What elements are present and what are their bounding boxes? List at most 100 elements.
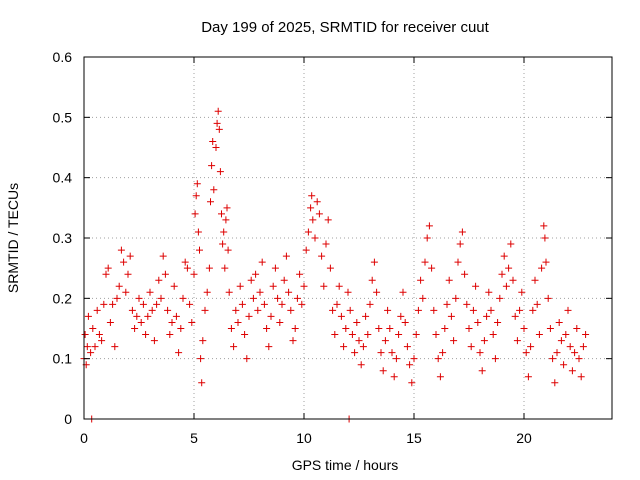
data-point [516, 306, 524, 314]
data-point [551, 379, 559, 387]
data-point [172, 312, 180, 320]
data-point [263, 325, 271, 332]
data-point [131, 325, 139, 332]
data-point [137, 318, 145, 326]
data-point [568, 367, 576, 375]
data-point [410, 355, 418, 363]
data-point [480, 337, 488, 345]
data-point [546, 325, 554, 332]
data-point [267, 312, 275, 320]
axis-ticks: 0 0.1 0.2 0.3 0.4 0.5 0.6 0 5 10 15 20 [53, 49, 612, 446]
data-point [353, 318, 361, 326]
data-point [540, 222, 548, 230]
data-point [308, 192, 316, 200]
data-point [538, 264, 546, 272]
data-point [381, 337, 389, 345]
data-point [196, 246, 203, 254]
data-point [282, 252, 290, 260]
data-point [320, 282, 328, 290]
data-point [472, 282, 480, 290]
data-point [441, 325, 449, 332]
data-point [351, 349, 359, 357]
data-point [544, 294, 552, 302]
data-point [285, 288, 293, 296]
data-point [155, 276, 163, 284]
y-tick-label: 0.6 [53, 49, 73, 65]
data-point [491, 355, 499, 363]
data-point [221, 264, 229, 272]
data-point [276, 318, 284, 326]
data-point [478, 367, 486, 375]
data-point [311, 234, 319, 242]
data-point [348, 331, 356, 339]
y-axis-label: SRMTID / TECUs [5, 183, 21, 293]
data-point [109, 300, 117, 308]
data-point [359, 343, 367, 351]
data-point [296, 270, 304, 278]
data-point [469, 306, 477, 314]
data-point [278, 300, 286, 308]
data-point [366, 300, 374, 308]
data-point [375, 325, 383, 332]
data-point [183, 264, 191, 272]
data-point [487, 306, 495, 314]
x-tick-label: 5 [190, 430, 198, 446]
data-point [447, 312, 455, 320]
data-point [573, 325, 581, 332]
data-point [483, 312, 491, 320]
data-point [188, 318, 196, 326]
data-point [397, 312, 405, 320]
data-point [456, 240, 464, 248]
data-point [502, 282, 510, 290]
data-point [463, 300, 471, 308]
data-point [384, 306, 392, 314]
data-point [357, 361, 365, 369]
data-point [227, 325, 235, 332]
data-point [148, 306, 156, 314]
data-point [386, 325, 394, 332]
data-point [377, 349, 385, 357]
y-tick-label: 0 [64, 411, 72, 427]
data-point [115, 282, 123, 290]
data-point [84, 312, 92, 320]
data-point [216, 168, 224, 176]
data-point [144, 312, 152, 320]
data-point [474, 318, 482, 326]
data-point [215, 125, 223, 133]
data-point [454, 258, 462, 266]
data-point [122, 288, 130, 296]
data-point [179, 294, 187, 302]
data-point [390, 373, 398, 381]
data-point [210, 186, 218, 194]
x-axis-label: GPS time / hours [292, 457, 399, 473]
data-point [362, 312, 370, 320]
data-point [175, 349, 183, 357]
data-point [95, 331, 103, 339]
data-point [146, 288, 154, 296]
data-point [170, 282, 178, 290]
data-point [531, 276, 539, 284]
data-point [414, 306, 422, 314]
x-tick-label: 15 [406, 430, 422, 446]
data-point [161, 270, 169, 278]
data-point [291, 325, 299, 332]
data-point [193, 180, 201, 188]
data-point [142, 331, 150, 339]
data-point [87, 349, 95, 357]
data-point [219, 240, 227, 248]
data-point [419, 294, 427, 302]
data-point [507, 240, 515, 248]
data-point [450, 337, 458, 345]
data-point [304, 228, 312, 236]
data-point [333, 300, 341, 308]
data-point [159, 252, 167, 260]
data-point [265, 343, 273, 351]
data-point [230, 343, 238, 351]
data-point [549, 355, 557, 363]
data-point [388, 349, 396, 357]
data-point [566, 343, 574, 351]
data-point [571, 349, 579, 357]
data-point [232, 306, 240, 314]
data-point [181, 258, 189, 266]
